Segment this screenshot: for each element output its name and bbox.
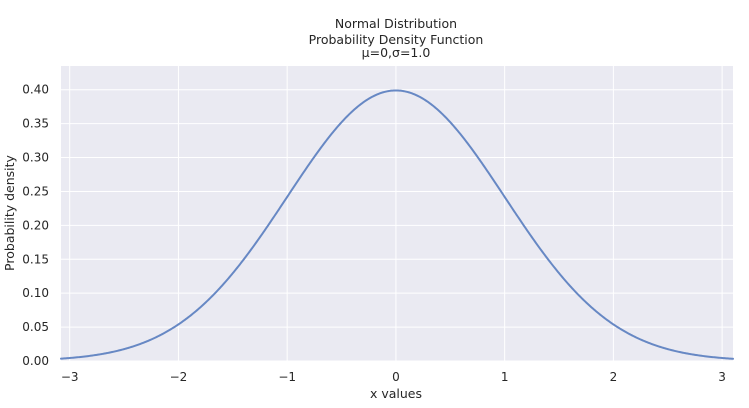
y-tick-label: 0.10 [22,286,49,300]
grid [61,66,733,362]
x-tick-label: −2 [170,370,188,384]
x-tick-label: 1 [501,370,509,384]
x-tick-label: −1 [278,370,296,384]
x-tick-label: 3 [718,370,726,384]
y-tick-label: 0.40 [22,83,49,97]
pdf-curve [60,89,734,360]
chart-subtitle-line: Probability Density Function [309,32,484,47]
y-tick-label: 0.00 [22,354,49,368]
y-tick-label: 0.30 [22,151,49,165]
chart-title: Normal Distribution Probability Density … [309,16,484,60]
y-tick-label: 0.05 [22,320,49,334]
plot-area [61,66,733,361]
x-axis-label: x values [370,386,422,401]
x-tick-label: 2 [610,370,618,384]
y-tick-label: 0.15 [22,252,49,266]
y-tick-label: 0.35 [22,117,49,131]
y-tick-label: 0.20 [22,218,49,232]
chart-parameters-line: μ=0,σ=1.0 [362,45,431,60]
chart-title-line: Normal Distribution [335,16,457,31]
x-tick-label: 0 [392,370,400,384]
y-tick-label: 0.25 [22,184,49,198]
x-tick-label: −3 [61,370,79,384]
y-axis-label: Probability density [2,154,17,270]
tick-labels: −3 −2 −1 0 1 2 3 0.00 0.05 0.10 0.15 0.20 0.25 0.30 0.… [22,83,726,384]
